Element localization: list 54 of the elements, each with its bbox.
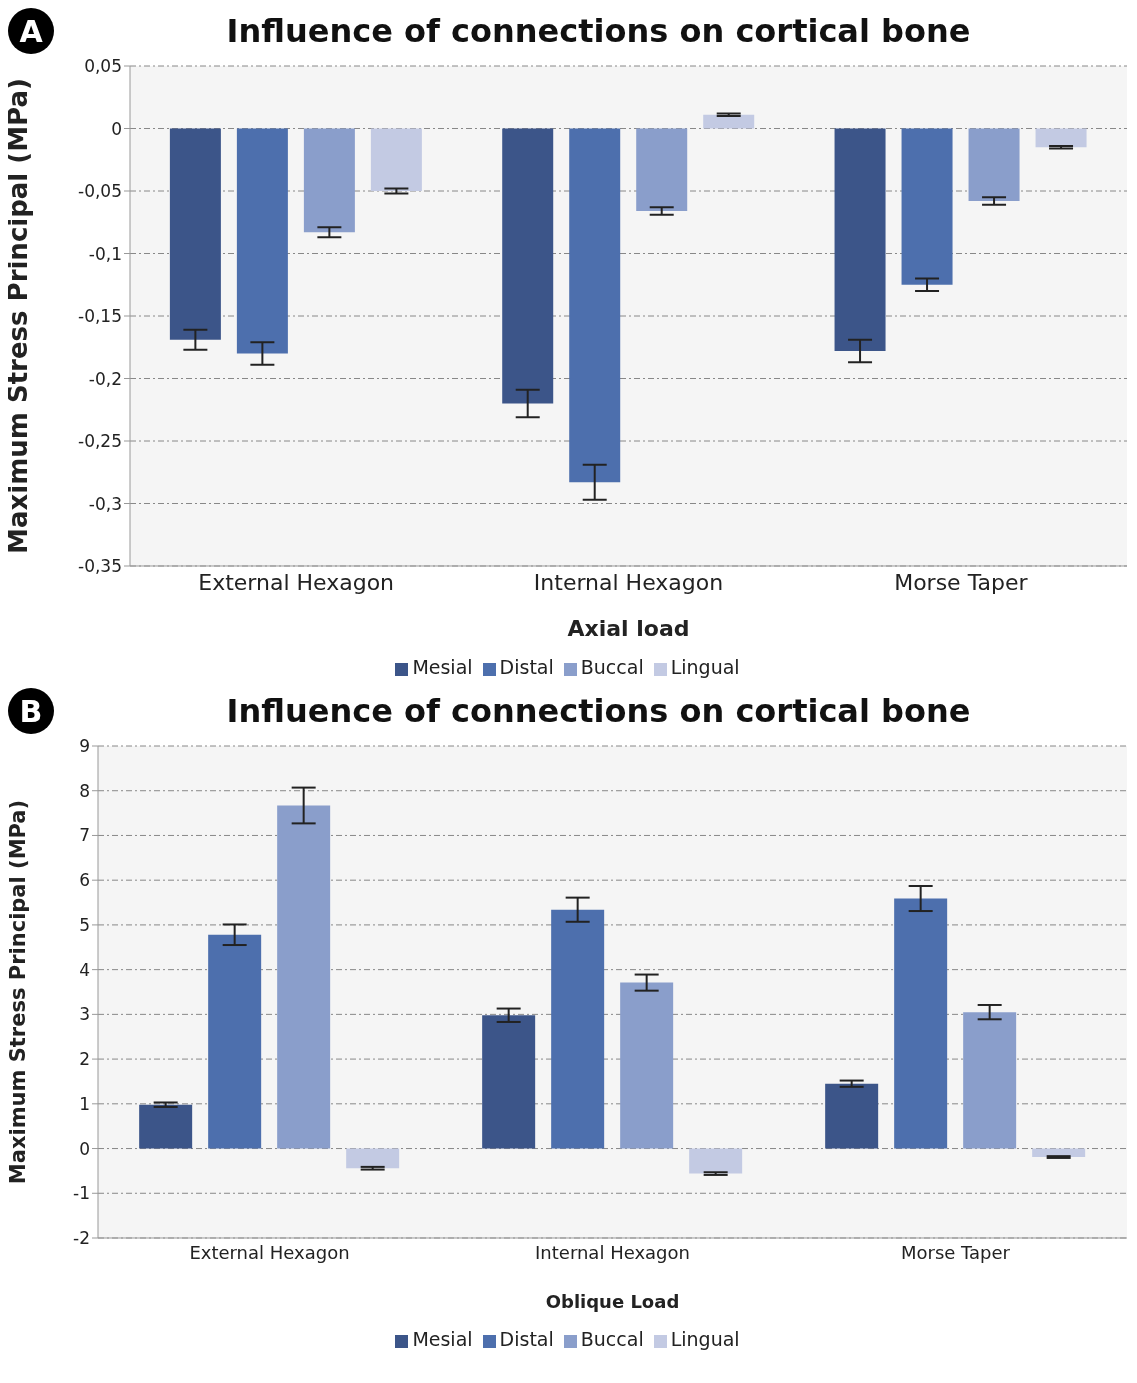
x-tick-label: Morse Taper: [900, 1241, 1011, 1263]
y-tick-label: -0,1: [88, 243, 122, 264]
y-tick-label: 4: [79, 959, 90, 980]
y-tick-label: -0,15: [78, 306, 122, 327]
legend-label: Mesial: [412, 1328, 473, 1350]
y-tick-label: 0,05: [84, 56, 122, 77]
y-tick-label: 2: [79, 1049, 90, 1070]
legend-label: Mesial: [412, 656, 473, 678]
bar: [620, 982, 674, 1149]
bar: [346, 1148, 400, 1169]
y-tick-label: 7: [79, 825, 90, 846]
bar: [825, 1083, 879, 1149]
legend-label: Buccal: [580, 656, 644, 678]
chart-title: Influence of connections on cortical bone: [226, 12, 971, 50]
x-tick-label: Internal Hexagon: [535, 1241, 690, 1263]
x-axis-title: Axial load: [567, 616, 690, 641]
bar: [689, 1148, 743, 1174]
bar: [894, 898, 948, 1149]
y-tick-label: -2: [73, 1228, 90, 1249]
y-axis-title: Maximum Stress Principal (MPa): [6, 799, 31, 1185]
y-tick-label: -0,35: [78, 556, 122, 577]
legend-label: Lingual: [670, 1328, 740, 1350]
text: B: [8, 688, 54, 734]
y-tick-label: 0: [79, 1138, 90, 1159]
y-tick-label: 5: [79, 914, 90, 935]
bar: [208, 934, 262, 1149]
y-tick-label: 9: [79, 736, 90, 757]
y-axis-title: Maximum Stress Principal (MPa): [3, 78, 34, 554]
y-tick-label: 3: [79, 1004, 90, 1025]
y-tick-label: -1: [73, 1183, 90, 1204]
x-tick-label: Morse Taper: [894, 569, 1029, 595]
y-tick-label: -0,25: [78, 431, 122, 452]
y-tick-label: 8: [79, 780, 90, 801]
x-tick-label: External Hexagon: [198, 569, 395, 595]
y-tick-label: 6: [79, 870, 90, 891]
y-tick-label: -0,3: [88, 493, 122, 514]
text: A: [8, 8, 54, 54]
legend-label: Lingual: [670, 656, 740, 678]
y-tick-label: 1: [79, 1093, 90, 1114]
y-tick-label: -0,2: [88, 368, 122, 389]
bar: [139, 1104, 193, 1149]
y-tick-label: -0,05: [78, 181, 122, 202]
bar: [551, 909, 605, 1149]
bar: [482, 1015, 536, 1149]
x-tick-label: External Hexagon: [189, 1241, 350, 1263]
x-tick-label: Internal Hexagon: [533, 569, 724, 595]
chart-title: Influence of connections on cortical bone: [226, 692, 971, 730]
bar: [277, 805, 331, 1149]
x-axis-title: Oblique Load: [545, 1291, 680, 1312]
legend-label: Distal: [499, 1328, 554, 1350]
legend-label: Buccal: [580, 1328, 644, 1350]
legend-label: Distal: [499, 656, 554, 678]
y-tick-label: 0: [111, 118, 122, 139]
bar: [963, 1012, 1017, 1149]
